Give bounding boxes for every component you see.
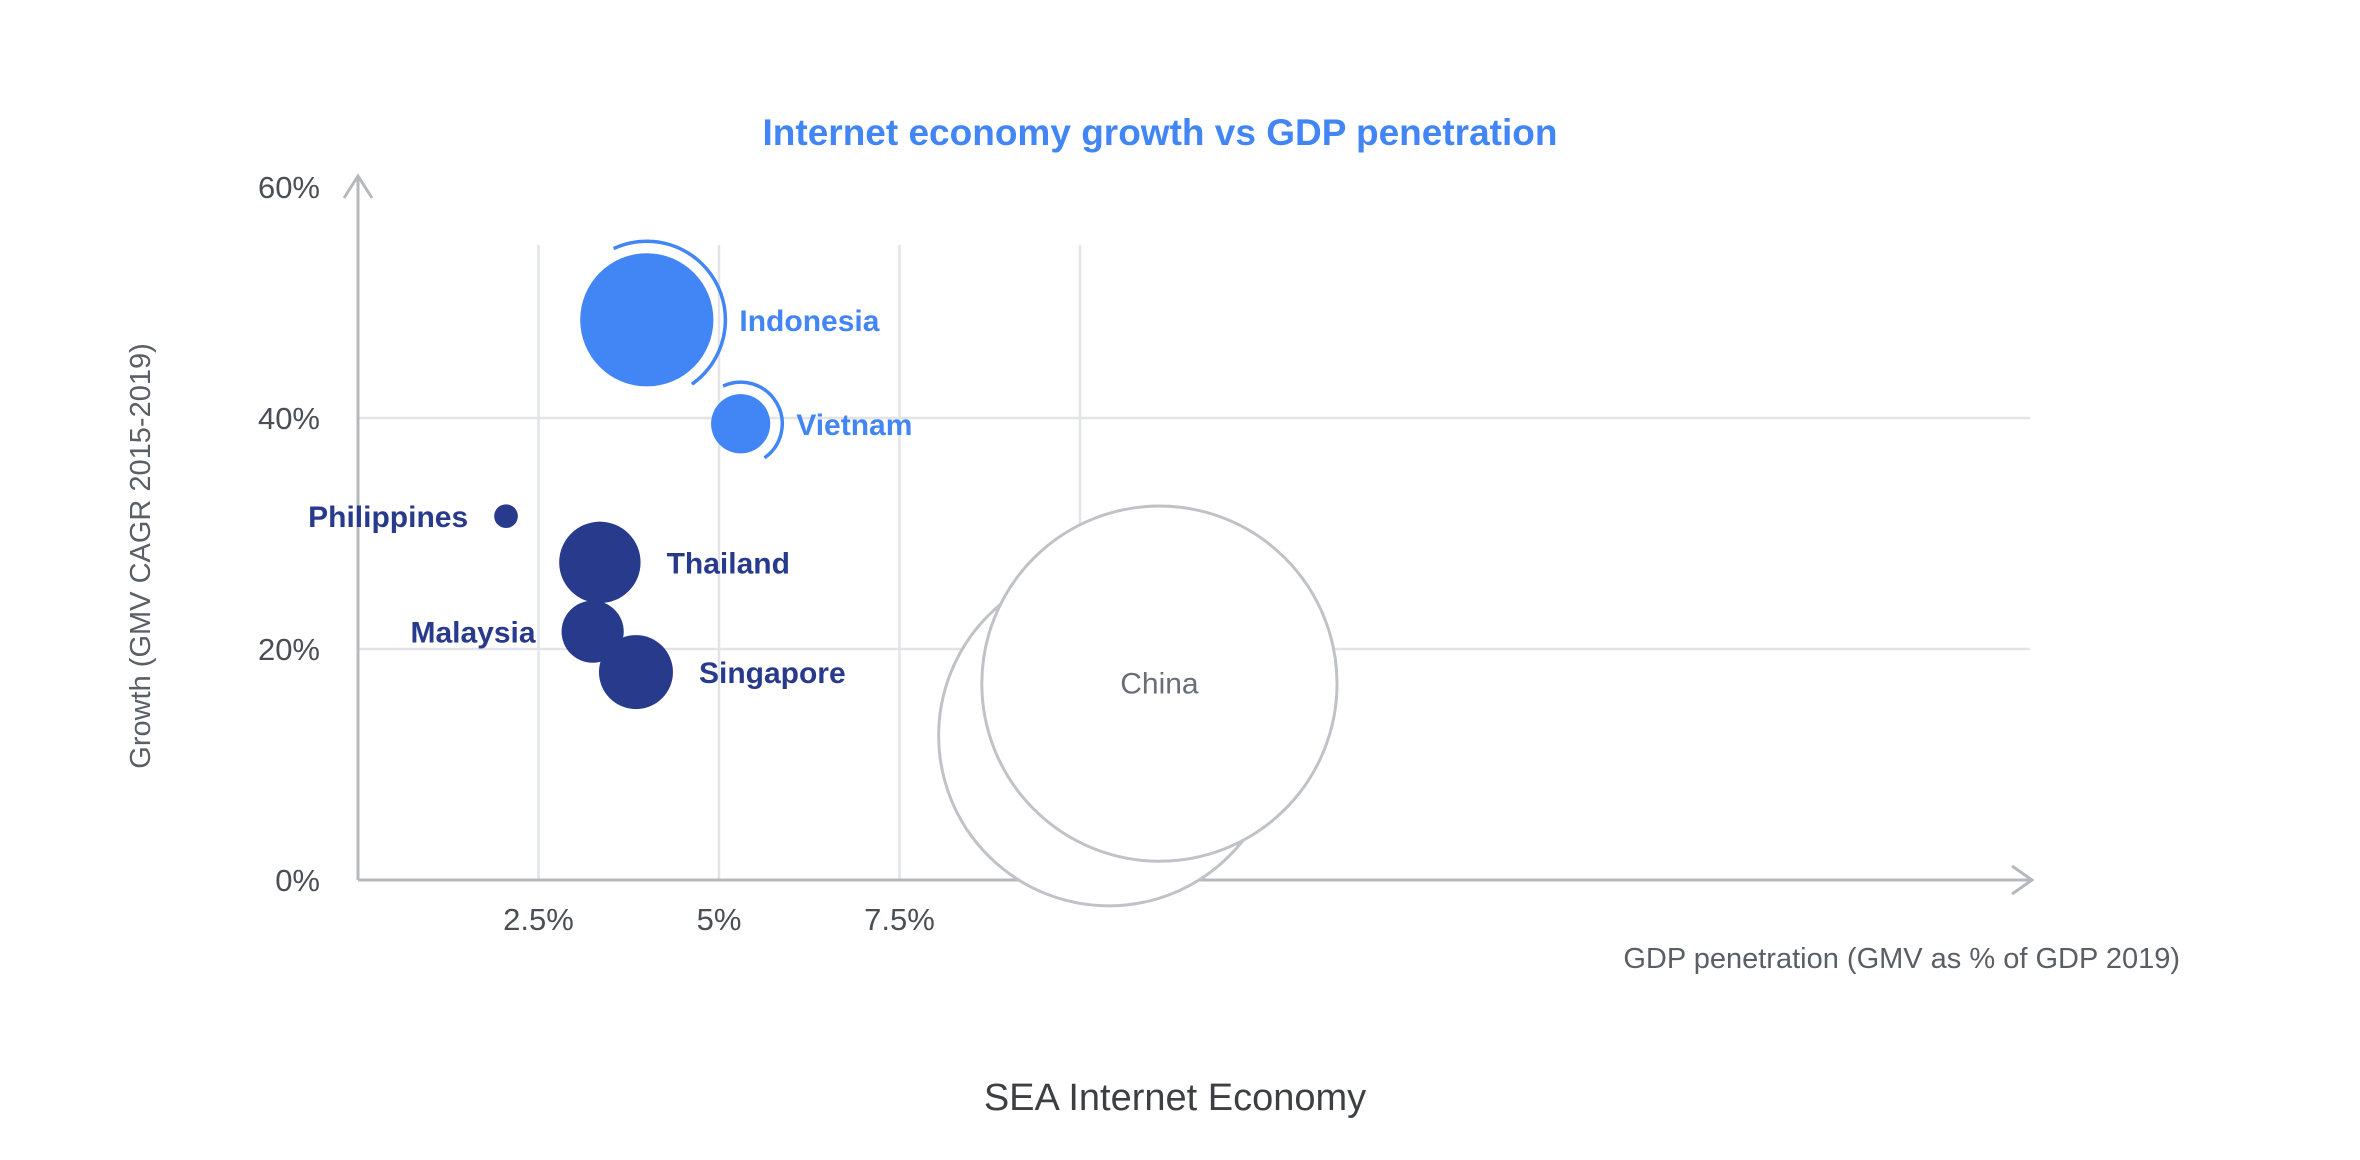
point-indonesia bbox=[580, 253, 714, 387]
point-singapore bbox=[598, 635, 673, 710]
caption: SEA Internet Economy bbox=[984, 1077, 1366, 1119]
x-tick-label: 5% bbox=[697, 902, 742, 937]
data-points: Indonesia Vietnam Philippines Thailand Malay… bbox=[308, 239, 912, 710]
point-thailand bbox=[559, 521, 641, 604]
growth-arc-vietnam bbox=[722, 380, 784, 460]
point-label-singapore: Singapore bbox=[699, 657, 846, 690]
point-label-vietnam: Vietnam bbox=[796, 409, 912, 442]
y-axis-arrow bbox=[342, 173, 374, 199]
point-philippines bbox=[494, 504, 518, 529]
reference-label-china: China bbox=[1120, 668, 1199, 701]
x-tick-label: 7.5% bbox=[864, 902, 935, 937]
point-malaysia bbox=[561, 600, 624, 663]
reference-circle-china bbox=[980, 504, 1339, 863]
y-tick-label: 60% bbox=[258, 170, 320, 205]
point-label-indonesia: Indonesia bbox=[739, 305, 879, 338]
y-tick-label: 0% bbox=[275, 863, 320, 898]
x-axis-label: GDP penetration (GMV as % of GDP 2019) bbox=[1623, 943, 2180, 975]
point-label-thailand: Thailand bbox=[667, 547, 790, 580]
point-label-philippines: Philippines bbox=[308, 501, 468, 534]
x-axis-arrow bbox=[2011, 864, 2035, 896]
tick-labels: 0% 20% 40% 60% 2.5% 5% 7.5% bbox=[258, 170, 935, 937]
chart-title: Internet economy growth vs GDP penetrati… bbox=[763, 112, 1558, 153]
point-vietnam bbox=[711, 394, 771, 454]
x-tick-label: 2.5% bbox=[503, 902, 574, 937]
y-axis-label: Growth (GMV CAGR 2015-2019) bbox=[125, 343, 157, 768]
point-label-malaysia: Malaysia bbox=[410, 617, 535, 650]
y-tick-label: 40% bbox=[258, 401, 320, 436]
growth-arc-indonesia bbox=[612, 239, 728, 386]
reference-circles: USChina bbox=[937, 504, 1339, 908]
y-tick-label: 20% bbox=[258, 632, 320, 667]
